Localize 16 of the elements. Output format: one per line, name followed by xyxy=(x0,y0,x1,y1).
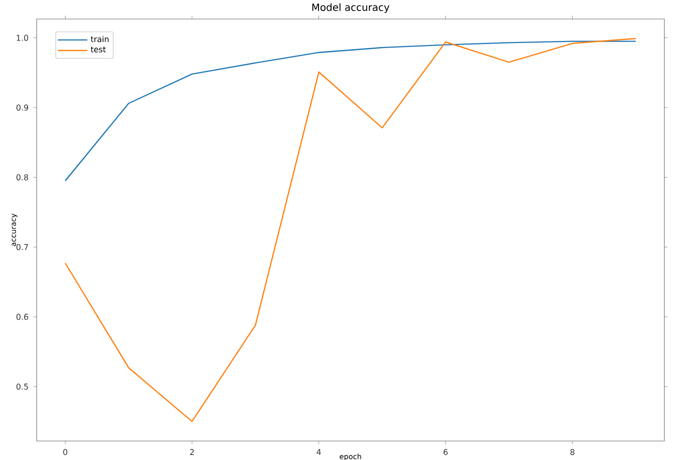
x-tick-label: 0 xyxy=(63,449,68,456)
chart-title: Model accuracy xyxy=(312,3,390,13)
y-tick-label: 0.9 xyxy=(16,104,28,111)
y-tick-label: 0.5 xyxy=(16,384,28,390)
legend-label: train xyxy=(90,36,109,42)
x-tick-label: 4 xyxy=(316,449,321,455)
y-tick-label: 1.0 xyxy=(16,34,28,41)
x-tick-label: 8 xyxy=(570,449,574,456)
line-series xyxy=(64,40,636,182)
y-tick-label: 0.8 xyxy=(16,174,28,180)
x-tick-label: 2 xyxy=(190,449,194,455)
line-series xyxy=(64,38,636,422)
y-tick-label: 0.6 xyxy=(16,314,28,320)
x-tick-label: 6 xyxy=(444,449,448,456)
y-tick-label: 0.7 xyxy=(16,244,28,250)
legend-label: test xyxy=(90,46,106,52)
